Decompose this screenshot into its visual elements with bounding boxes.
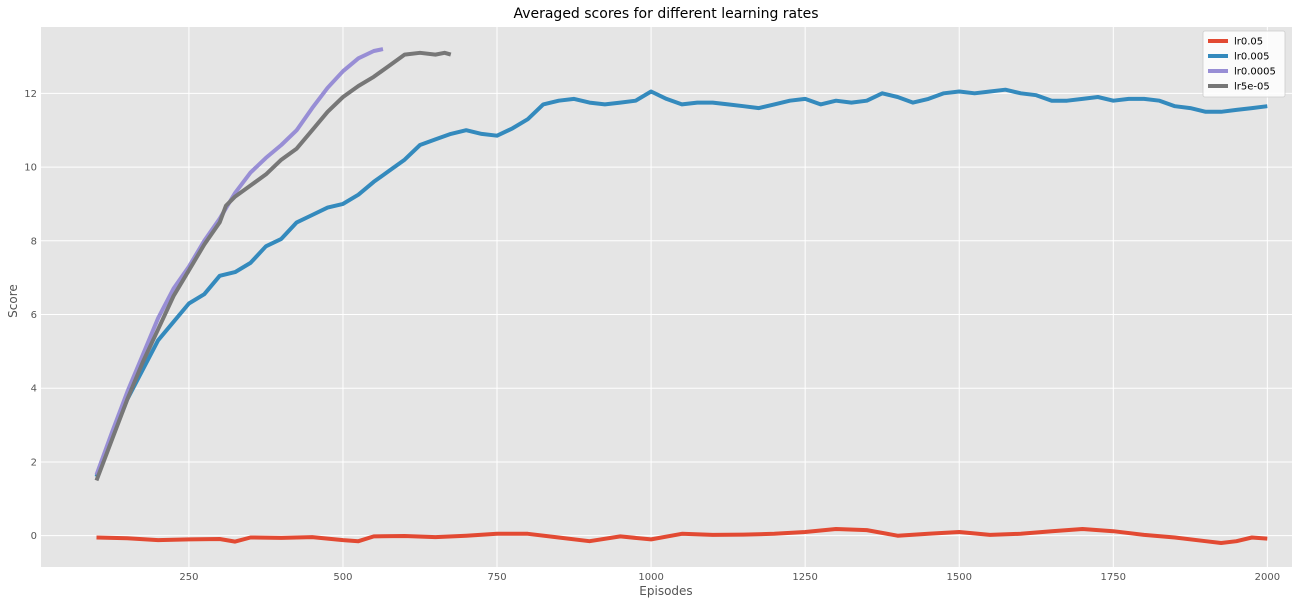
chart-title: Averaged scores for different learning r… (513, 6, 818, 22)
x-axis-ticks: 250 500 750 1000 1250 1500 1750 2000 (179, 572, 1280, 583)
legend-label: lr0.005 (1234, 52, 1270, 63)
y-tick-label: 6 (31, 310, 37, 321)
series-line-lr0-0005 (94, 47, 384, 476)
x-tick-label: 1250 (792, 572, 817, 583)
series-layer (94, 47, 1268, 545)
x-tick-label: 1750 (1101, 572, 1126, 583)
legend-box (1202, 30, 1286, 98)
y-axis-label: Score (6, 284, 20, 318)
x-tick-label: 750 (487, 572, 506, 583)
x-tick-label: 1000 (638, 572, 663, 583)
y-tick-label: 12 (24, 89, 37, 100)
y-axis-ticks: 0 2 4 6 8 10 12 (24, 89, 37, 542)
y-tick-label: 0 (31, 531, 37, 542)
x-axis-label: Episodes (639, 584, 692, 598)
plot-area (41, 27, 1292, 567)
legend: lr0.05 lr0.005 lr0.0005 lr5e-05 (1202, 30, 1286, 98)
legend-label: lr5e-05 (1234, 82, 1270, 93)
x-tick-label: 2000 (1255, 572, 1280, 583)
y-tick-label: 10 (24, 163, 37, 174)
legend-label: lr0.0005 (1234, 67, 1276, 78)
legend-label: lr0.05 (1234, 37, 1263, 48)
series-line-lr0-005 (94, 87, 1268, 478)
x-tick-label: 250 (179, 572, 198, 583)
series-line-lr0-05 (96, 527, 1268, 545)
y-tick-label: 2 (31, 457, 37, 468)
y-tick-label: 4 (31, 384, 37, 395)
x-tick-label: 500 (333, 572, 352, 583)
series-line-lr5e-05 (94, 50, 452, 482)
grid (41, 27, 1292, 567)
y-tick-label: 8 (31, 236, 37, 247)
x-tick-label: 1500 (946, 572, 971, 583)
